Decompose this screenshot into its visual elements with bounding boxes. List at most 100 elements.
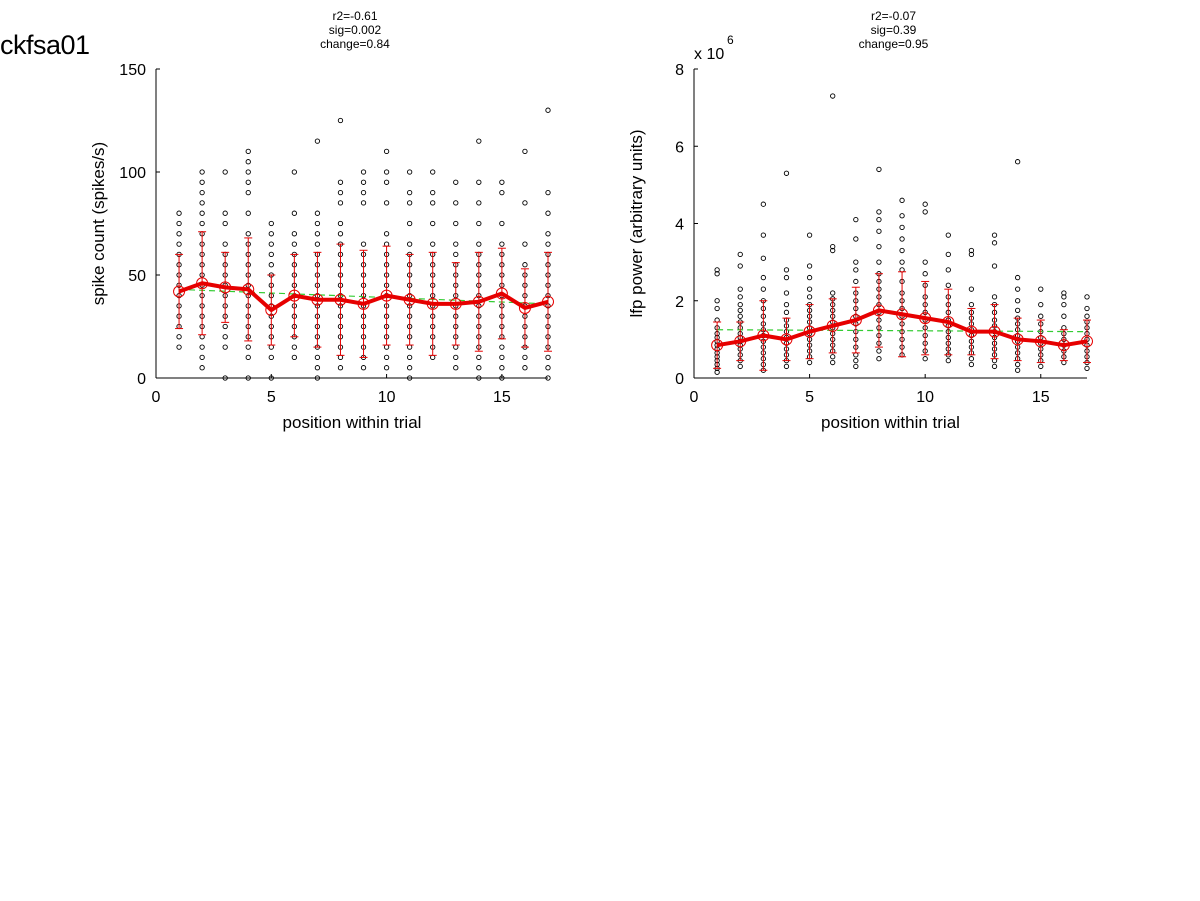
chart-0-mean-marker	[311, 293, 324, 306]
chart-0-data-point	[199, 334, 205, 340]
chart-1-data-point	[737, 363, 743, 370]
chart-0-data-point	[476, 179, 482, 185]
chart-1-data-point	[876, 216, 882, 223]
chart-0-data-point	[406, 220, 413, 227]
chart-0-data-point	[453, 200, 459, 206]
chart-0-data-point	[199, 365, 205, 371]
chart-0-data-point	[268, 251, 274, 258]
chart-0-data-point	[222, 323, 228, 330]
chart-1-data-point	[1038, 363, 1044, 370]
chart-0-data-point	[430, 241, 436, 247]
chart-1-mean-marker	[711, 339, 724, 352]
chart-1-data-point	[714, 271, 720, 277]
chart-1-data-point	[853, 259, 859, 265]
chart-1-data-point	[922, 201, 928, 207]
chart-1-data-point	[991, 240, 998, 246]
chart-0-data-point	[268, 241, 274, 247]
chart-1-data-point	[1084, 294, 1090, 300]
chart-0-data-point	[545, 189, 551, 196]
chart-0-mean-marker	[334, 293, 347, 306]
chart-0-data-point	[499, 365, 505, 371]
chart-0-data-point	[199, 179, 205, 185]
chart-1-stat-line: sig=0.39	[871, 23, 917, 37]
chart-0-data-point	[499, 220, 505, 227]
chart-1-data-point	[806, 232, 813, 238]
chart-1-data-point	[806, 286, 813, 292]
chart-0-data-point	[222, 334, 228, 340]
chart-0-data-point	[199, 220, 205, 227]
chart-0-data-point	[314, 210, 321, 216]
chart-1-y-tick-label: 6	[675, 139, 684, 156]
chart-1-data-point	[1038, 313, 1044, 319]
chart-1-x-tick-label: 0	[690, 389, 699, 406]
chart-1-data-point	[853, 278, 859, 285]
chart-1-mean-marker	[1011, 333, 1024, 346]
chart-1-data-point	[899, 236, 905, 242]
chart-0-x-tick-label: 10	[378, 389, 396, 406]
chart-0-data-point	[499, 189, 505, 196]
chart-1-mean-marker	[803, 325, 816, 338]
chart-0-data-point	[430, 200, 436, 206]
chart-1-exponent-power: 6	[727, 33, 734, 47]
chart-0-mean-marker	[242, 283, 255, 296]
chart-1-mean-marker	[1081, 335, 1093, 348]
chart-1-x-tick-label: 10	[916, 389, 934, 406]
chart-0-data-point	[268, 231, 274, 237]
chart-1-data-point	[737, 313, 743, 319]
chart-0-mean-marker	[357, 297, 370, 310]
chart-0-data-point	[430, 169, 436, 175]
chart-1-mean-marker	[757, 329, 770, 342]
chart-0-data-point	[522, 200, 528, 206]
chart-1-data-point	[760, 274, 767, 281]
chart-0-mean-marker	[403, 293, 416, 306]
chart-1-data-point	[760, 232, 767, 238]
chart-1-data-point	[830, 354, 836, 360]
chart-1-data-point	[760, 201, 767, 207]
chart-1-data-point	[1061, 294, 1067, 300]
chart-1-data-point	[714, 369, 720, 375]
chart-0-data-point	[383, 169, 390, 175]
chart-0-data-point	[383, 179, 390, 185]
chart-1-data-point	[945, 282, 951, 288]
chart-0-data-point	[430, 354, 436, 361]
chart-0-data-point	[337, 200, 344, 206]
chart-0-data-point	[245, 344, 251, 350]
chart-0-data-point	[499, 375, 505, 381]
chart-1-data-point	[899, 224, 905, 231]
chart-1-data-point	[1038, 286, 1044, 292]
chart-0-data-point	[337, 354, 344, 361]
chart-0-data-point	[383, 344, 390, 350]
chart-1-data-point	[1061, 301, 1067, 308]
chart-1-data-point	[737, 307, 743, 314]
chart-0-data-point	[545, 107, 551, 113]
chart-0-data-point	[453, 179, 459, 185]
chart-1-y-tick-label: 0	[675, 371, 684, 388]
chart-0-data-point	[406, 344, 413, 350]
chart-0-data-point	[314, 220, 321, 227]
chart-0-data-point	[337, 189, 344, 196]
chart-1-mean-marker	[849, 314, 862, 327]
chart-1-data-point	[830, 247, 836, 254]
chart-1-data-point	[1038, 301, 1044, 308]
chart-0-data-point	[383, 231, 390, 237]
chart-0-data-point	[476, 375, 482, 381]
chart-0-y-tick-label: 0	[137, 371, 146, 388]
chart-0-data-point	[245, 148, 251, 155]
chart-1-data-point	[783, 290, 790, 296]
chart-0-x-tick-label: 0	[152, 389, 161, 406]
chart-1-data-point	[945, 232, 951, 238]
chart-1-stat-line: change=0.95	[859, 37, 929, 51]
page-title: ckfsa01	[0, 30, 90, 60]
chart-0-data-point	[545, 231, 551, 237]
chart-0-mean-marker	[219, 281, 232, 294]
chart-0-data-point	[522, 354, 528, 361]
chart-1-data-point	[876, 244, 882, 250]
chart-0-y-tick-label: 150	[119, 62, 146, 79]
chart-1-data-point	[783, 274, 790, 281]
chart-0-data-point	[453, 251, 459, 258]
chart-1-data-point	[1014, 159, 1021, 165]
chart-1-mean-line	[716, 308, 1088, 348]
chart-1-mean-marker	[965, 325, 978, 338]
chart-0-data-point	[430, 220, 436, 227]
